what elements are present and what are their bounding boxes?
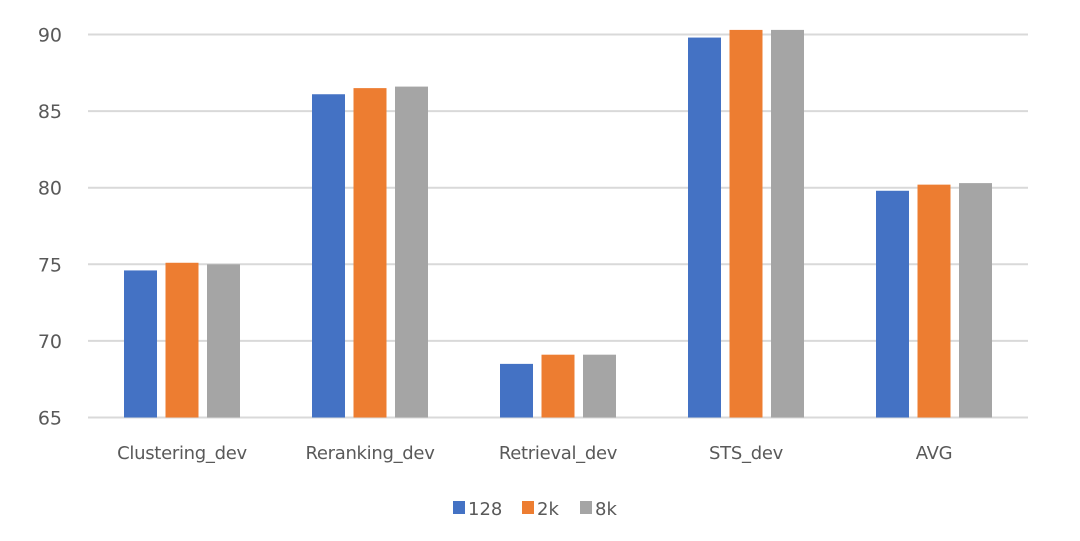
x-tick-label: STS_dev	[709, 443, 784, 464]
x-axis-labels: Clustering_dev Reranking_dev Retrieval_dev…	[117, 443, 952, 464]
bar-8k-avg	[959, 183, 992, 418]
bar-128-sts_dev	[688, 37, 721, 418]
bar-8k-sts_dev	[771, 29, 804, 418]
bars	[124, 29, 992, 418]
x-tick-label: Reranking_dev	[305, 443, 435, 464]
x-tick-label: AVG	[916, 443, 953, 464]
legend-swatch	[522, 501, 534, 514]
bar-128-avg	[876, 190, 909, 418]
y-tick-label: 65	[38, 408, 62, 430]
bar-2k-retrieval_dev	[541, 354, 575, 418]
legend-label: 8k	[595, 499, 617, 520]
y-tick-label: 80	[38, 178, 62, 200]
bar-8k-retrieval_dev	[583, 354, 616, 418]
legend-swatch	[580, 501, 592, 514]
bar-2k-sts_dev	[729, 29, 763, 418]
bar-2k-reranking_dev	[353, 88, 387, 418]
bar-2k-avg	[917, 184, 951, 418]
bar-8k-reranking_dev	[395, 86, 428, 418]
x-tick-label: Clustering_dev	[117, 443, 247, 464]
legend-item-8k: 8k	[580, 499, 617, 520]
legend-label: 128	[468, 499, 502, 520]
y-axis-ticks: 65 70 75 80 85 90	[38, 25, 62, 430]
legend: 128 2k 8k	[453, 499, 617, 520]
y-tick-label: 75	[38, 254, 62, 276]
bar-128-clustering_dev	[124, 270, 157, 418]
bar-128-reranking_dev	[312, 94, 345, 418]
legend-label: 2k	[537, 499, 559, 520]
x-tick-label: Retrieval_dev	[499, 443, 618, 464]
bar-128-retrieval_dev	[500, 363, 533, 418]
legend-swatch	[453, 501, 465, 514]
y-tick-label: 70	[38, 331, 62, 353]
legend-item-128: 128	[453, 499, 502, 520]
y-tick-label: 85	[38, 101, 62, 123]
bar-2k-clustering_dev	[165, 262, 199, 418]
bar-8k-clustering_dev	[207, 264, 240, 418]
gridlines	[88, 33, 1028, 419]
legend-item-2k: 2k	[522, 499, 559, 520]
y-tick-label: 90	[38, 25, 62, 47]
